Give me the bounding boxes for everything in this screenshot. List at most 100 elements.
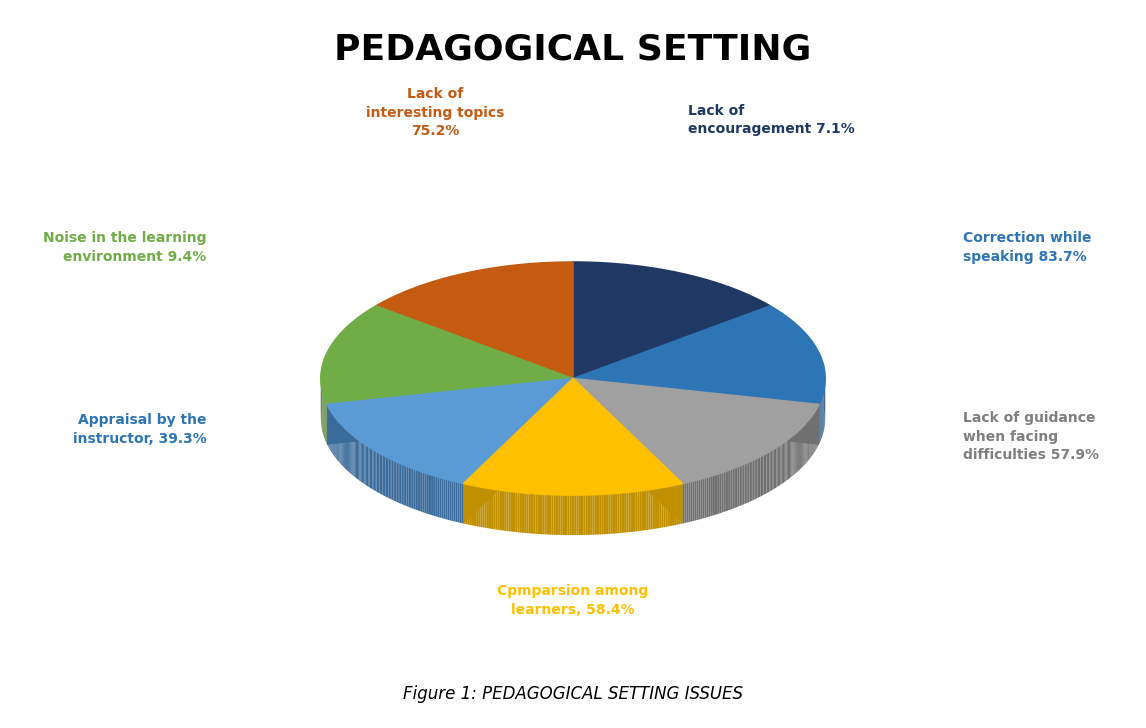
Polygon shape bbox=[700, 478, 702, 519]
Polygon shape bbox=[622, 493, 625, 533]
Polygon shape bbox=[653, 488, 654, 529]
Polygon shape bbox=[385, 456, 387, 497]
Polygon shape bbox=[535, 494, 537, 534]
Polygon shape bbox=[649, 489, 651, 530]
Polygon shape bbox=[630, 491, 633, 532]
Polygon shape bbox=[354, 437, 355, 478]
Polygon shape bbox=[736, 467, 738, 507]
Polygon shape bbox=[408, 467, 410, 507]
Polygon shape bbox=[414, 469, 415, 510]
Polygon shape bbox=[465, 484, 468, 524]
Polygon shape bbox=[686, 482, 689, 523]
Polygon shape bbox=[708, 476, 711, 517]
Polygon shape bbox=[785, 440, 786, 481]
Polygon shape bbox=[509, 491, 511, 531]
Polygon shape bbox=[711, 475, 712, 516]
Polygon shape bbox=[666, 486, 668, 527]
Polygon shape bbox=[524, 493, 526, 533]
Polygon shape bbox=[398, 462, 400, 503]
Polygon shape bbox=[615, 494, 618, 534]
Polygon shape bbox=[549, 494, 551, 534]
Polygon shape bbox=[779, 445, 780, 486]
Polygon shape bbox=[776, 446, 778, 488]
Polygon shape bbox=[644, 490, 646, 531]
Polygon shape bbox=[397, 462, 398, 502]
Polygon shape bbox=[672, 486, 674, 526]
Polygon shape bbox=[597, 494, 599, 534]
Polygon shape bbox=[678, 484, 681, 524]
Polygon shape bbox=[434, 475, 435, 516]
Polygon shape bbox=[321, 306, 573, 405]
Polygon shape bbox=[767, 452, 768, 494]
Polygon shape bbox=[670, 486, 672, 526]
Polygon shape bbox=[526, 493, 528, 534]
Polygon shape bbox=[756, 458, 758, 499]
Polygon shape bbox=[570, 495, 572, 535]
Polygon shape bbox=[702, 478, 705, 518]
Polygon shape bbox=[432, 475, 434, 515]
Polygon shape bbox=[774, 448, 775, 489]
Polygon shape bbox=[487, 488, 489, 529]
Polygon shape bbox=[393, 460, 395, 501]
Polygon shape bbox=[410, 467, 411, 508]
Text: Noise in the learning
environment 9.4%: Noise in the learning environment 9.4% bbox=[42, 232, 206, 264]
Text: Lack of guidance
when facing
difficulties 57.9%: Lack of guidance when facing difficultie… bbox=[963, 411, 1099, 462]
Polygon shape bbox=[537, 494, 540, 534]
Polygon shape bbox=[720, 472, 722, 513]
Polygon shape bbox=[791, 437, 792, 478]
Polygon shape bbox=[464, 379, 682, 495]
Polygon shape bbox=[502, 491, 504, 531]
Polygon shape bbox=[411, 468, 414, 509]
Polygon shape bbox=[497, 490, 500, 530]
Polygon shape bbox=[788, 438, 791, 478]
Polygon shape bbox=[583, 495, 586, 535]
Polygon shape bbox=[642, 491, 644, 531]
Polygon shape bbox=[659, 488, 661, 528]
Polygon shape bbox=[360, 440, 361, 481]
Polygon shape bbox=[692, 480, 694, 521]
Polygon shape bbox=[573, 379, 682, 523]
Polygon shape bbox=[771, 450, 772, 491]
Polygon shape bbox=[787, 438, 788, 480]
Polygon shape bbox=[441, 478, 444, 518]
Polygon shape bbox=[401, 464, 403, 505]
Polygon shape bbox=[739, 465, 741, 506]
Polygon shape bbox=[480, 487, 482, 527]
Polygon shape bbox=[682, 483, 684, 523]
Polygon shape bbox=[392, 459, 393, 500]
Polygon shape bbox=[761, 456, 762, 496]
Polygon shape bbox=[366, 445, 367, 486]
Polygon shape bbox=[528, 494, 531, 534]
Polygon shape bbox=[355, 438, 358, 478]
Polygon shape bbox=[544, 494, 547, 534]
Polygon shape bbox=[646, 490, 649, 530]
Polygon shape bbox=[500, 490, 502, 531]
Polygon shape bbox=[754, 459, 756, 499]
Polygon shape bbox=[782, 443, 783, 484]
Polygon shape bbox=[482, 487, 485, 528]
Polygon shape bbox=[405, 465, 407, 506]
Polygon shape bbox=[464, 483, 465, 524]
Polygon shape bbox=[435, 476, 438, 517]
Polygon shape bbox=[452, 480, 454, 521]
Polygon shape bbox=[516, 492, 518, 532]
Polygon shape bbox=[762, 455, 763, 496]
Polygon shape bbox=[407, 466, 408, 507]
Text: Cpmparsion among
learners, 58.4%: Cpmparsion among learners, 58.4% bbox=[497, 585, 649, 617]
Polygon shape bbox=[768, 451, 769, 492]
Polygon shape bbox=[691, 481, 692, 522]
Polygon shape bbox=[424, 472, 426, 513]
Polygon shape bbox=[533, 494, 535, 534]
Polygon shape bbox=[706, 477, 708, 518]
Polygon shape bbox=[457, 482, 460, 523]
Polygon shape bbox=[618, 493, 620, 534]
Polygon shape bbox=[449, 480, 452, 521]
Text: Lack of
encouragement 7.1%: Lack of encouragement 7.1% bbox=[688, 104, 855, 136]
Polygon shape bbox=[395, 461, 397, 502]
Polygon shape bbox=[674, 485, 676, 526]
Polygon shape bbox=[573, 306, 825, 405]
Text: PEDAGOGICAL SETTING: PEDAGOGICAL SETTING bbox=[335, 33, 811, 67]
Polygon shape bbox=[746, 462, 748, 503]
Polygon shape bbox=[661, 487, 664, 528]
Polygon shape bbox=[602, 494, 604, 534]
